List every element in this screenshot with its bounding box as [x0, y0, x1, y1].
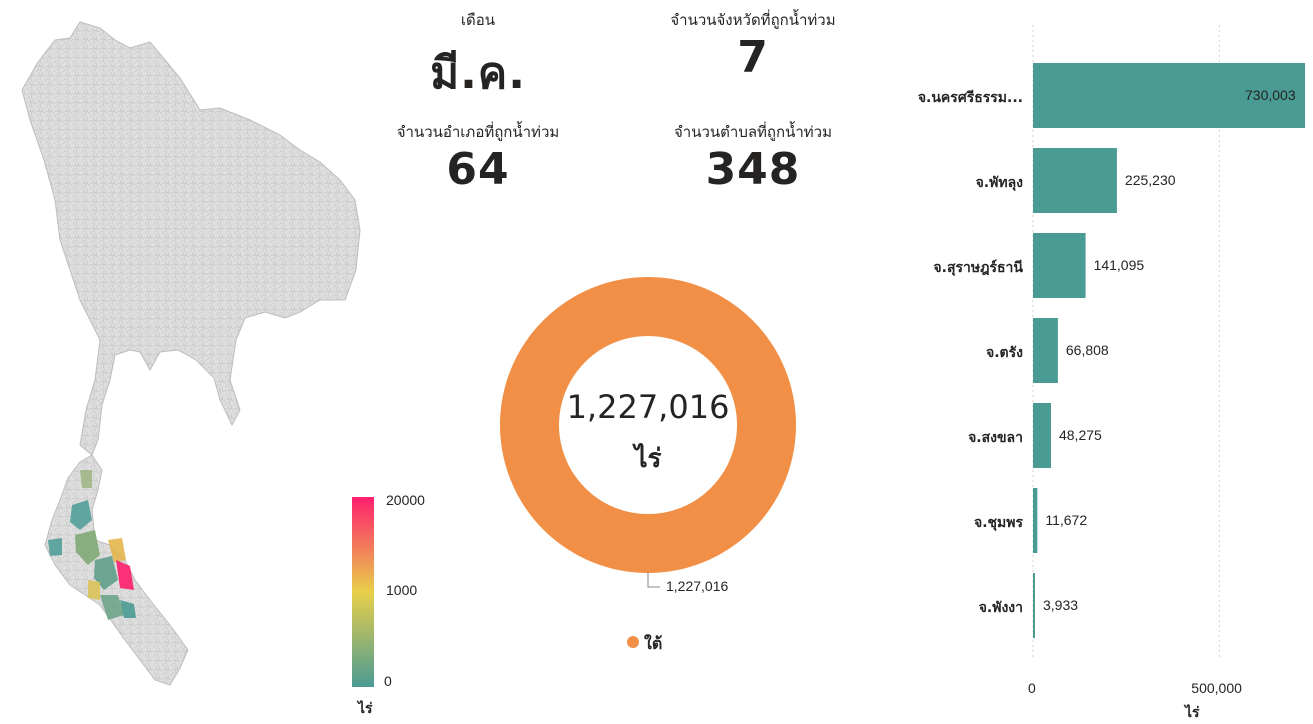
donut-center-value: 1,227,016	[566, 388, 730, 426]
flood-districts	[48, 470, 136, 620]
donut-chart[interactable]	[480, 260, 820, 680]
bar-value-label-6: 3,933	[1043, 596, 1079, 613]
map-region-main	[21, 21, 361, 456]
map-region-south	[44, 454, 189, 686]
donut-slice-0[interactable]	[499, 277, 796, 573]
bar-category-label-1: จ.พัทลุง	[975, 174, 1023, 191]
bar-value-label-1: 225,230	[1124, 171, 1176, 188]
bar-value-label-4: 48,275	[1058, 426, 1102, 443]
donut-slice-leader	[647, 572, 660, 588]
bar-3[interactable]	[1033, 318, 1058, 383]
kpi-subdistricts-label: จำนวนตำบลที่ถูกน้ำท่วม	[674, 123, 832, 141]
bar-axis-title: ไร่	[1185, 704, 1200, 720]
bar-6[interactable]	[1033, 573, 1035, 638]
kpi-subdistricts-value: 348	[705, 144, 801, 195]
bar-category-label-4: จ.สงขลา	[968, 429, 1023, 446]
bar-category-label-5: จ.ชุมพร	[974, 514, 1023, 531]
bar-axis-tick-0: 0	[1028, 680, 1036, 696]
bar-0[interactable]	[1033, 63, 1305, 128]
province-bar-chart[interactable]	[1020, 20, 1310, 680]
thailand-map-panel: 20000 1000 0 ไร่	[0, 0, 460, 724]
bar-category-label-6: จ.พังงา	[978, 599, 1023, 616]
bar-value-label-5: 11,672	[1045, 511, 1088, 528]
bar-axis-tick-1: 500,000	[1191, 680, 1242, 696]
donut-slice-label: 1,227,016	[666, 578, 729, 594]
bar-1[interactable]	[1033, 148, 1117, 213]
legend-unit: ไร่	[358, 700, 373, 716]
kpi-provinces-label: จำนวนจังหวัดที่ถูกน้ำท่วม	[670, 11, 836, 29]
legend-tick-max: 20000	[386, 492, 425, 508]
bar-value-label-0: 730,003	[1245, 86, 1296, 103]
donut-center-unit: ไร่	[634, 444, 662, 474]
donut-legend-entry[interactable]: ใต้	[644, 634, 663, 653]
kpi-month-value: มี.ค.	[430, 48, 526, 99]
kpi-districts-value: 64	[446, 144, 510, 195]
kpi-provinces-value: 7	[737, 32, 769, 83]
legend-color-scale	[352, 497, 374, 687]
bar-value-label-2: 141,095	[1093, 256, 1145, 273]
bar-category-label-0: จ.นครศรีธรรม...	[917, 89, 1023, 106]
kpi-districts-label: จำนวนอำเภอที่ถูกน้ำท่วม	[396, 123, 560, 141]
kpi-month-label: เดือน	[460, 11, 496, 29]
bar-category-label-3: จ.ตรัง	[986, 344, 1023, 361]
thailand-flood-map[interactable]	[0, 0, 460, 724]
bar-category-label-2: จ.สุราษฎร์ธานี	[933, 259, 1023, 276]
legend-tick-mid: 1000	[386, 582, 418, 598]
legend-tick-min: 0	[384, 673, 392, 689]
bar-value-label-3: 66,808	[1065, 341, 1109, 358]
bar-4[interactable]	[1033, 403, 1051, 468]
bar-2[interactable]	[1033, 233, 1086, 298]
donut-legend-marker	[627, 636, 639, 648]
bar-5[interactable]	[1033, 488, 1038, 553]
